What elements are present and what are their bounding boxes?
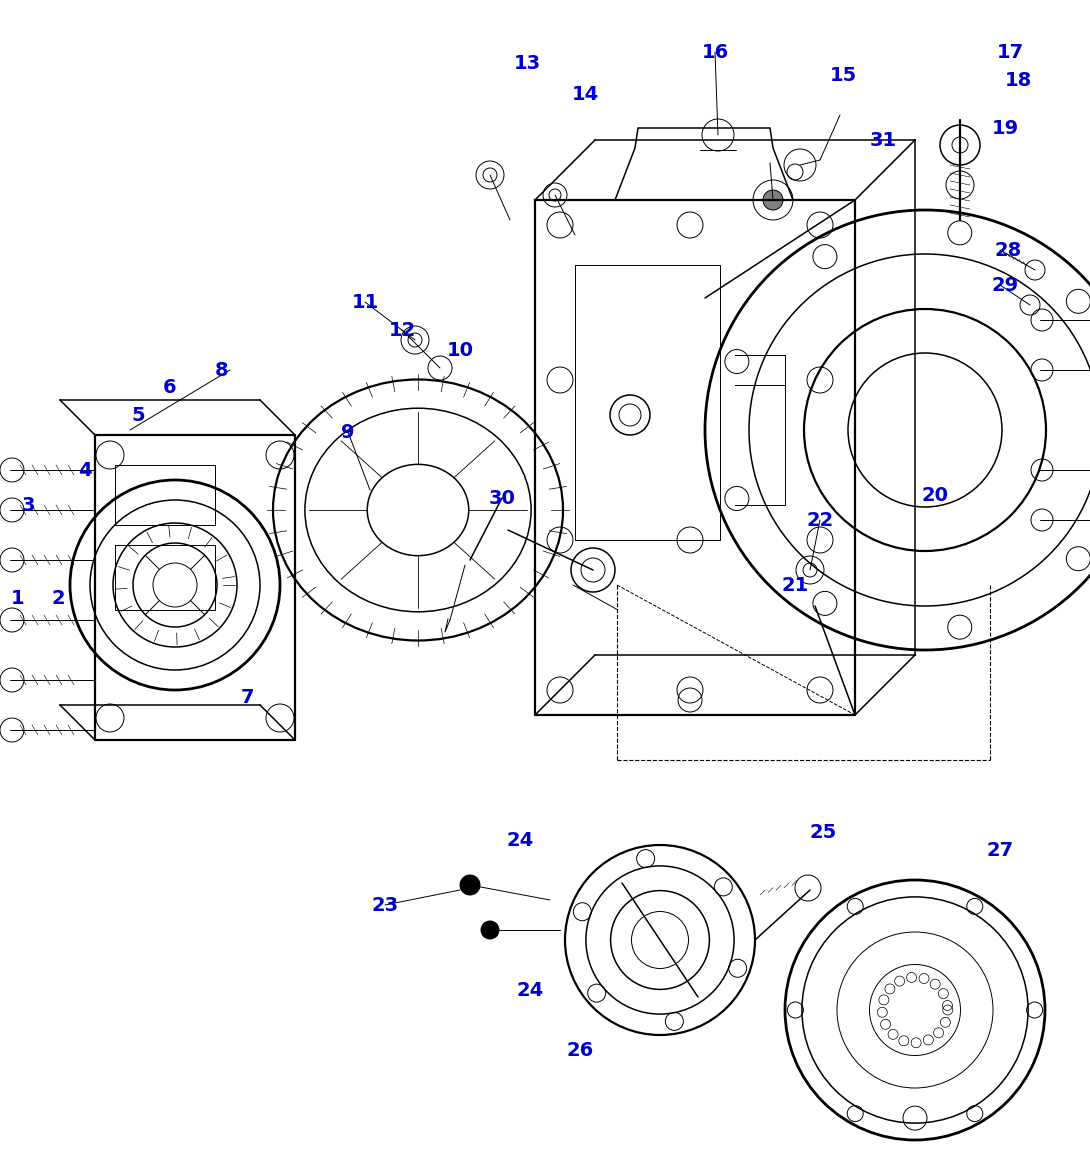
Text: 20: 20 bbox=[921, 486, 948, 504]
Text: 17: 17 bbox=[996, 43, 1024, 61]
Text: 1: 1 bbox=[11, 588, 25, 608]
Text: 29: 29 bbox=[992, 275, 1018, 295]
Text: 9: 9 bbox=[341, 422, 354, 442]
Text: 2: 2 bbox=[51, 588, 64, 608]
Text: 25: 25 bbox=[810, 823, 837, 841]
Text: 18: 18 bbox=[1004, 70, 1031, 90]
Circle shape bbox=[763, 190, 783, 209]
Text: 27: 27 bbox=[986, 840, 1014, 860]
Text: 15: 15 bbox=[829, 66, 857, 84]
Text: 10: 10 bbox=[447, 341, 473, 359]
Text: 23: 23 bbox=[372, 895, 399, 915]
Text: 31: 31 bbox=[870, 130, 897, 150]
Text: 26: 26 bbox=[567, 1041, 594, 1060]
Text: 14: 14 bbox=[571, 84, 598, 104]
Text: 16: 16 bbox=[701, 43, 728, 61]
Text: 21: 21 bbox=[782, 576, 809, 595]
Text: 8: 8 bbox=[215, 360, 229, 380]
Text: 5: 5 bbox=[131, 405, 145, 425]
Text: 7: 7 bbox=[241, 687, 255, 707]
Text: 22: 22 bbox=[807, 511, 834, 529]
Text: 12: 12 bbox=[388, 320, 415, 340]
Text: 11: 11 bbox=[351, 292, 378, 312]
Text: 24: 24 bbox=[507, 831, 534, 849]
Text: 13: 13 bbox=[513, 53, 541, 73]
Text: 3: 3 bbox=[21, 495, 35, 514]
Text: 4: 4 bbox=[78, 460, 92, 480]
Text: 28: 28 bbox=[994, 241, 1021, 259]
Circle shape bbox=[481, 921, 499, 939]
Text: 24: 24 bbox=[517, 981, 544, 999]
Circle shape bbox=[460, 875, 480, 895]
Text: 6: 6 bbox=[164, 378, 177, 396]
Text: 30: 30 bbox=[488, 488, 516, 508]
Text: 19: 19 bbox=[992, 119, 1018, 137]
